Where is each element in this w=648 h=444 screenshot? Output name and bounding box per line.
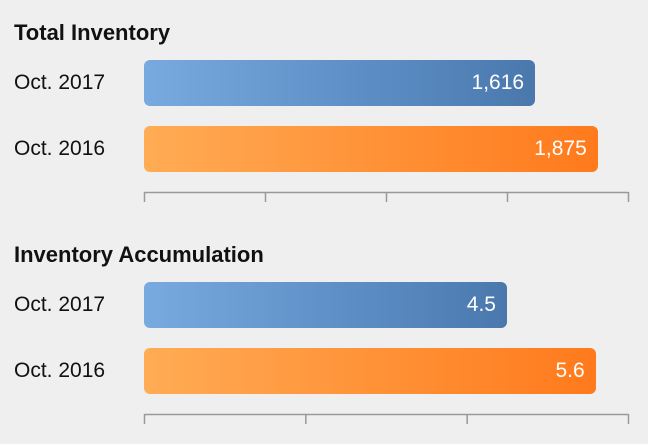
data-label: 1,875 bbox=[534, 137, 587, 160]
data-label: 4.5 bbox=[466, 293, 496, 316]
category-label: Oct. 2017 bbox=[14, 71, 106, 94]
bar-oct-2016: 1,875 bbox=[144, 126, 598, 172]
data-label: 5.6 bbox=[555, 359, 585, 382]
bar-oct-2017: 4.5 bbox=[144, 282, 507, 328]
category-label: Oct. 2016 bbox=[14, 137, 106, 160]
panel-title: Inventory Accumulation bbox=[14, 242, 264, 267]
data-label: 1,616 bbox=[471, 71, 525, 94]
category-label: Oct. 2017 bbox=[14, 293, 106, 316]
category-label: Oct. 2016 bbox=[14, 359, 106, 382]
total-inventory-panel: Total Inventory Oct. 2017 1,616 Oct. 201… bbox=[14, 20, 630, 202]
x-axis bbox=[143, 413, 630, 424]
panel-title: Total Inventory bbox=[14, 20, 171, 45]
inventory-accumulation-panel: Inventory Accumulation Oct. 2017 4.5 Oct… bbox=[0, 222, 648, 444]
bar-oct-2017: 1,616 bbox=[144, 60, 536, 106]
x-axis bbox=[143, 191, 630, 202]
bar-oct-2016: 5.6 bbox=[144, 348, 596, 394]
